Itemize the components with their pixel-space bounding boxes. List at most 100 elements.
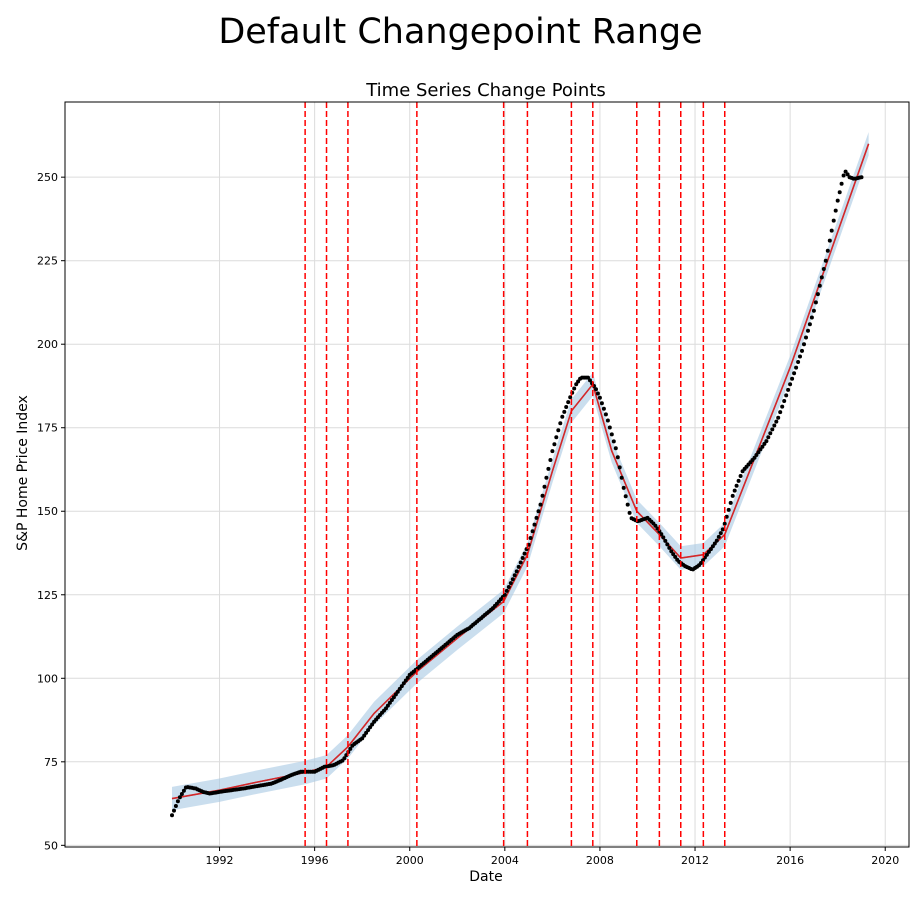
observed-point [726, 507, 731, 512]
observed-point [572, 386, 577, 391]
observed-point [790, 376, 795, 381]
observed-point [520, 556, 525, 560]
x-tick-label: 2020 [871, 854, 899, 867]
observed-point [819, 275, 824, 280]
x-tick-label: 1996 [301, 854, 329, 867]
observed-point [841, 173, 846, 178]
observed-point [788, 382, 793, 387]
observed-point [754, 453, 759, 457]
observed-point [370, 722, 375, 727]
observed-point [706, 549, 711, 554]
observed-point [655, 526, 660, 531]
observed-point [603, 412, 608, 417]
observed-point [342, 756, 347, 761]
observed-point [661, 535, 666, 540]
observed-point [536, 509, 541, 514]
observed-point [510, 577, 515, 582]
observed-point [518, 560, 523, 565]
chart-title: Time Series Change Points [365, 80, 606, 101]
observed-point [617, 465, 622, 470]
y-tick-label: 150 [37, 505, 58, 518]
observed-point [172, 808, 176, 813]
observed-point [786, 387, 791, 392]
observed-point [768, 431, 773, 436]
observed-point [607, 425, 612, 430]
observed-point [601, 406, 606, 411]
observed-point [843, 169, 848, 174]
observed-point [399, 684, 404, 689]
observed-point [564, 405, 569, 409]
observed-point [609, 432, 614, 437]
observed-point [528, 536, 533, 540]
observed-points-layer [170, 169, 864, 818]
observed-point [699, 561, 703, 565]
observed-point [772, 423, 777, 428]
observed-point [401, 681, 406, 686]
observed-point [663, 538, 668, 543]
observed-point [794, 365, 799, 370]
observed-point [714, 538, 719, 543]
observed-point [504, 588, 509, 593]
observed-point [368, 725, 373, 730]
y-tick-label: 250 [37, 171, 58, 184]
trend-layer [171, 143, 870, 800]
observed-point [724, 514, 729, 519]
observed-point [566, 400, 571, 405]
observed-point [732, 488, 737, 493]
observed-point [391, 695, 396, 700]
observed-point [540, 493, 545, 498]
observed-point [550, 449, 555, 454]
observed-point [831, 218, 836, 223]
observed-point [613, 446, 618, 451]
observed-point [780, 404, 785, 409]
observed-point [387, 700, 392, 705]
observed-point [710, 544, 715, 549]
observed-point [562, 409, 567, 414]
observed-point [514, 569, 519, 574]
observed-point [179, 792, 184, 796]
observed-point [762, 441, 767, 446]
observed-point [542, 484, 547, 489]
x-tick-label: 1992 [206, 854, 234, 867]
x-tick-label: 2012 [681, 854, 709, 867]
observed-point [395, 689, 400, 694]
observed-point [804, 335, 808, 340]
observed-point [845, 172, 850, 177]
observed-point [774, 419, 779, 424]
forecast-line [171, 143, 870, 800]
observed-point [548, 458, 553, 462]
observed-point [813, 300, 818, 305]
observed-point [833, 208, 838, 213]
observed-point [532, 522, 537, 527]
observed-point [722, 521, 727, 526]
observed-point [175, 799, 180, 804]
observed-point [752, 455, 757, 460]
observed-point [506, 585, 511, 589]
observed-point [538, 502, 543, 507]
figure-suptitle: Default Changepoint Range [218, 12, 703, 52]
observed-point [778, 410, 783, 415]
observed-point [544, 475, 549, 480]
observed-point [802, 342, 806, 347]
axis-layer: 1992 1996 2000 2004 2008 2012 2016 2020 50 75 100 1… [37, 101, 910, 867]
observed-point [348, 746, 353, 751]
observed-point [586, 375, 590, 380]
observed-point [665, 542, 670, 547]
observed-point [364, 730, 369, 735]
observed-point [625, 502, 630, 507]
observed-point [756, 450, 761, 455]
observed-point [554, 435, 559, 440]
observed-point [807, 322, 812, 327]
observed-point [811, 308, 816, 313]
observed-point [360, 736, 365, 741]
y-tick-label: 200 [37, 338, 58, 351]
observed-point [385, 703, 390, 708]
observed-point [623, 494, 628, 499]
observed-point [605, 418, 610, 423]
observed-point [835, 198, 840, 203]
observed-point [736, 478, 741, 483]
observed-point [558, 421, 563, 426]
observed-point [766, 435, 771, 440]
observed-point [512, 573, 517, 578]
y-tick-label: 225 [37, 255, 58, 268]
